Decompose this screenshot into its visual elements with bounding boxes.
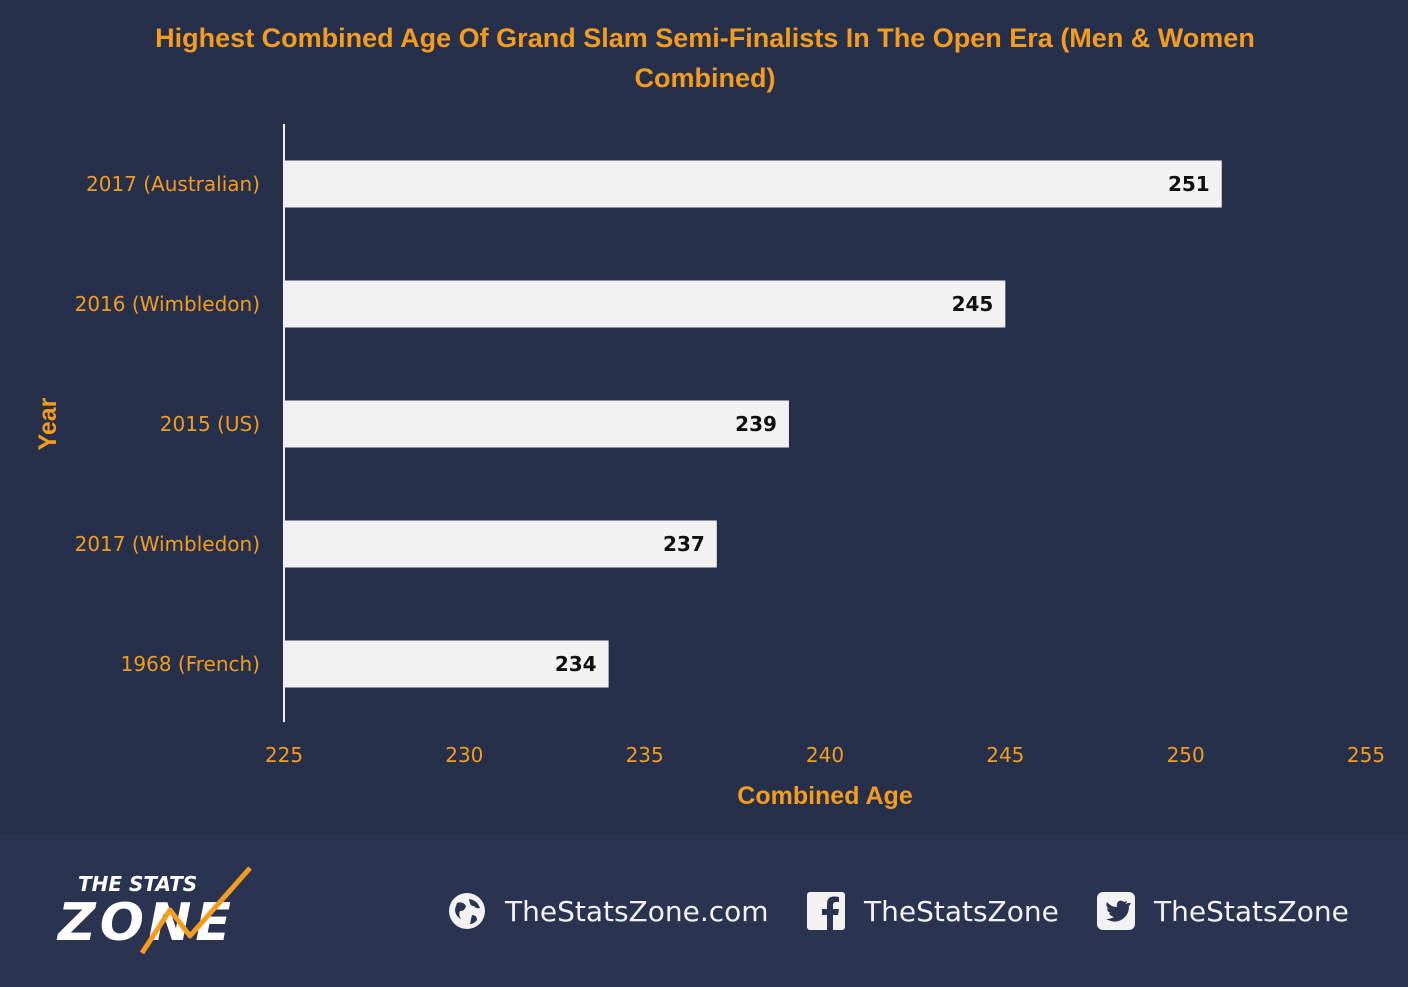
bar-value-label: 245 <box>952 292 994 316</box>
bar-value-label: 251 <box>1168 172 1210 196</box>
twitter-link[interactable]: TheStatsZone <box>1096 888 1349 934</box>
x-tick-label: 245 <box>986 743 1024 767</box>
category-label: 2017 (Australian) <box>86 172 260 196</box>
facebook-link[interactable]: TheStatsZone <box>806 888 1059 934</box>
bar-value-label: 239 <box>735 412 777 436</box>
bar-value-label: 234 <box>555 652 597 676</box>
x-tick-label: 255 <box>1347 743 1385 767</box>
category-labels: 2017 (Australian) 2016 (Wimbledon) 2015 (U… <box>75 172 260 676</box>
x-axis-title: Combined Age <box>737 782 913 810</box>
y-axis-title: Year <box>34 397 62 450</box>
bar-value-label: 237 <box>663 532 705 556</box>
facebook-icon <box>807 892 845 930</box>
logo-swoosh <box>139 866 252 955</box>
twitter-text: TheStatsZone <box>1154 894 1349 928</box>
x-tick-label: 225 <box>265 743 303 767</box>
bar <box>284 280 1006 328</box>
category-label: 2015 (US) <box>160 412 260 436</box>
x-tick-label: 235 <box>626 743 664 767</box>
stats-zone-logo: THE STATS ZONE <box>56 866 252 955</box>
bar <box>284 400 789 448</box>
bars-layer: 251 245 239 237 234 <box>284 160 1222 688</box>
bar <box>284 520 717 568</box>
twitter-icon <box>1097 892 1135 930</box>
chart-title: Highest Combined Age Of Grand Slam Semi-… <box>155 23 1255 93</box>
category-label: 2016 (Wimbledon) <box>75 292 260 316</box>
facebook-text: TheStatsZone <box>864 894 1059 928</box>
category-label: 2017 (Wimbledon) <box>75 532 260 556</box>
x-tick-label: 240 <box>806 743 844 767</box>
website-text: TheStatsZone.com <box>505 894 769 928</box>
footer <box>0 835 1408 987</box>
logo-text-top: THE STATS <box>78 872 197 896</box>
chart-area: Highest Combined Age Of Grand Slam Semi-… <box>34 23 1386 810</box>
x-tick-labels: 225 230 235 240 245 250 255 <box>265 743 1385 767</box>
x-tick-label: 230 <box>445 743 483 767</box>
bar <box>284 160 1222 208</box>
bar <box>284 640 609 688</box>
bar-chart: 251 245 239 237 234 2017 (Australian) 2016 (W… <box>34 124 1385 810</box>
category-label: 1968 (French) <box>121 652 260 676</box>
globe-icon <box>449 893 485 929</box>
website-link[interactable]: TheStatsZone.com <box>447 888 769 934</box>
x-tick-label: 250 <box>1167 743 1205 767</box>
